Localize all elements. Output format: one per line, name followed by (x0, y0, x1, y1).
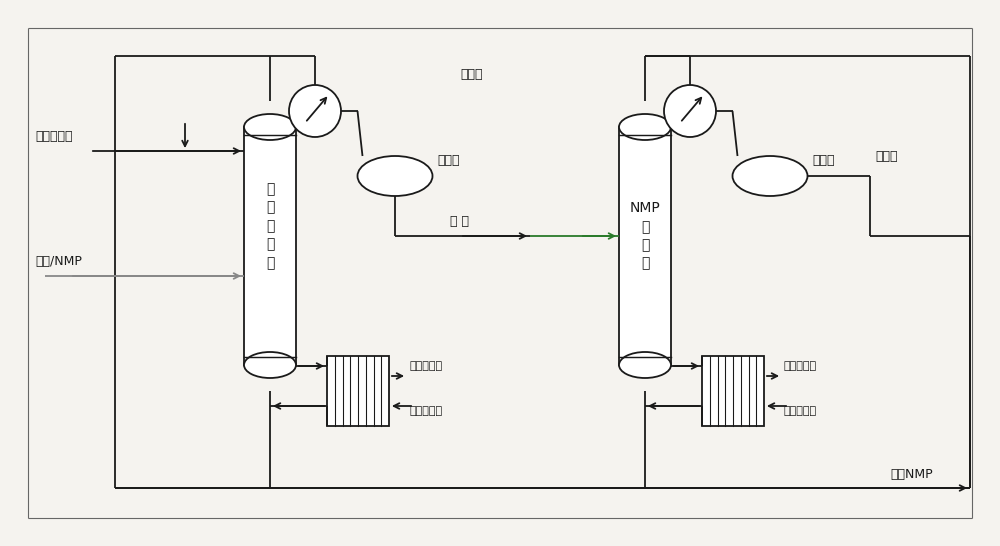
Ellipse shape (732, 156, 808, 196)
Text: 共
沸
精
馏
塔: 共 沸 精 馏 塔 (266, 182, 274, 270)
Ellipse shape (358, 156, 432, 196)
FancyBboxPatch shape (244, 127, 296, 365)
Text: 低压蒸汽出: 低压蒸汽出 (784, 361, 817, 371)
Text: 新鲜共沸剂: 新鲜共沸剂 (35, 130, 72, 143)
Text: 共沸剂: 共沸剂 (812, 155, 835, 168)
Ellipse shape (619, 352, 671, 378)
Text: 氯仿/NMP: 氯仿/NMP (35, 255, 82, 268)
Text: 低压蒸汽进: 低压蒸汽进 (784, 406, 817, 416)
Circle shape (664, 85, 716, 137)
Ellipse shape (244, 114, 296, 140)
Text: 共沸剂: 共沸剂 (460, 68, 482, 81)
Bar (702, 356, 764, 426)
Ellipse shape (619, 114, 671, 140)
Text: 共沸剂: 共沸剂 (875, 150, 898, 163)
Text: 低压蒸汽出: 低压蒸汽出 (409, 361, 442, 371)
Circle shape (289, 85, 341, 137)
Text: NMP
精
制
塔: NMP 精 制 塔 (630, 201, 660, 271)
Text: 氯 仿: 氯 仿 (450, 215, 469, 228)
Text: 低压蒸汽进: 低压蒸汽进 (409, 406, 442, 416)
Bar (327, 356, 389, 426)
Text: 共沸剂: 共沸剂 (438, 155, 460, 168)
Ellipse shape (244, 352, 296, 378)
FancyBboxPatch shape (619, 127, 671, 365)
Text: 精制NMP: 精制NMP (890, 468, 933, 481)
